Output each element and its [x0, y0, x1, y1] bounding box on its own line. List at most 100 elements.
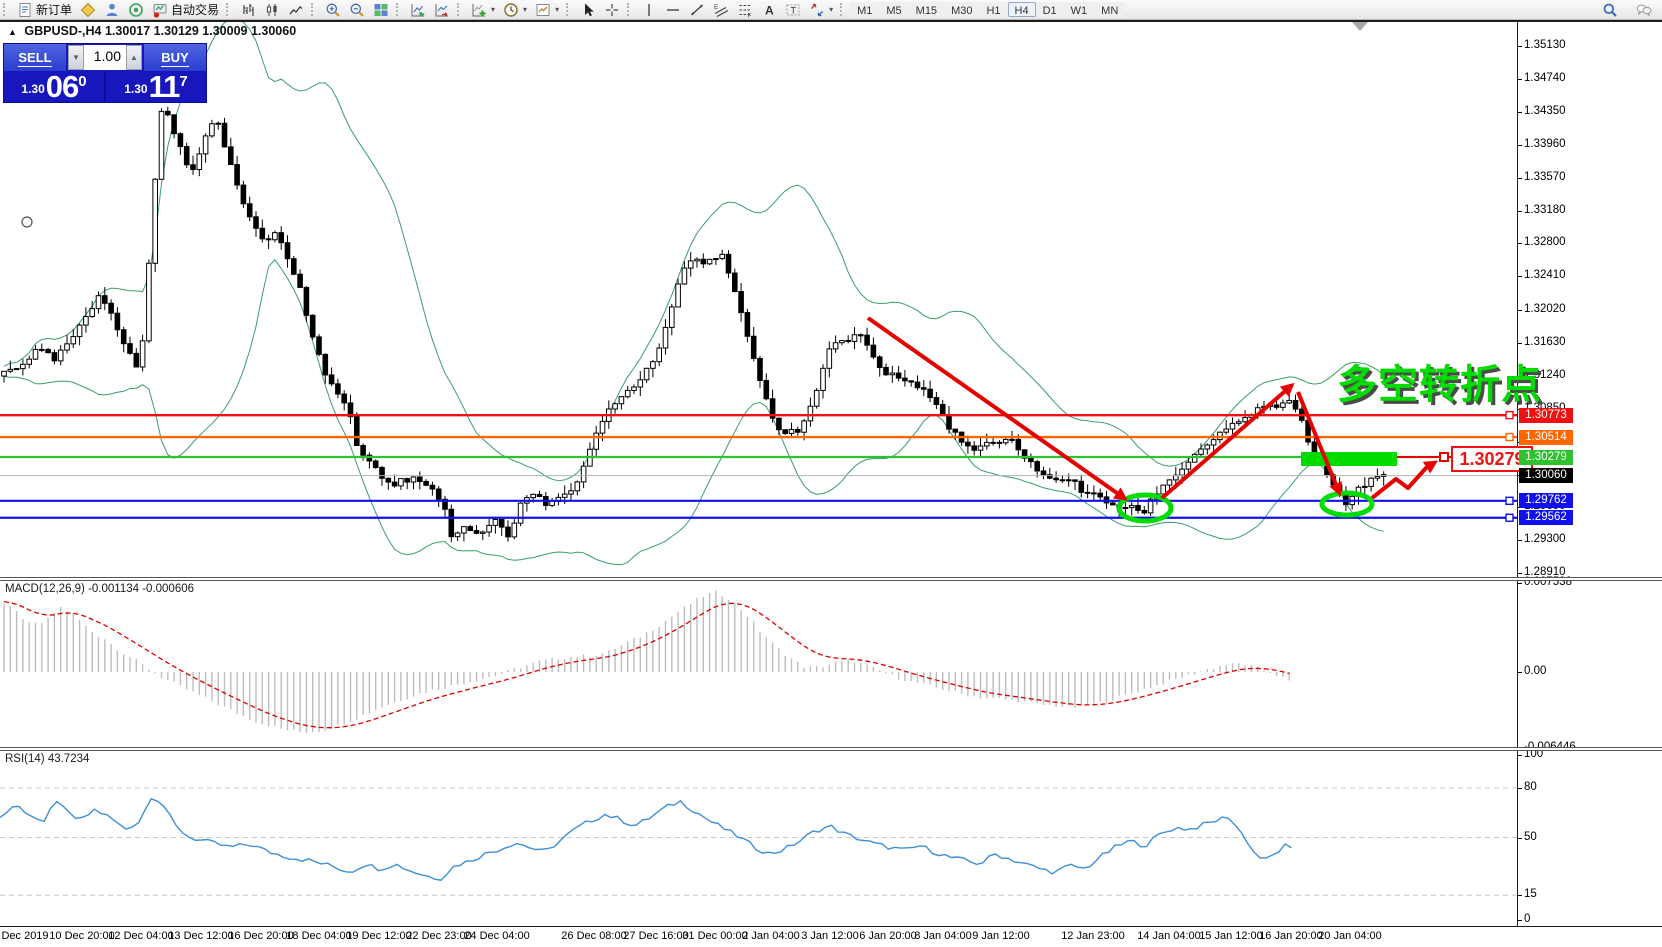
toolbar-button-horizontal-line-tool[interactable] [661, 1, 685, 18]
toolbar-button-equidistant-channel-tool[interactable]: E [709, 1, 733, 18]
toolbar-button-chat[interactable] [1632, 1, 1656, 18]
toolbar-button-zoom-in[interactable] [321, 1, 345, 18]
toolbar-button-market[interactable] [100, 1, 124, 18]
price-axis-tick-label: 1.33570 [1524, 171, 1566, 184]
hline-icon [667, 8, 680, 11]
annotation-turning-point-text: 多空转折点 [1337, 363, 1542, 407]
toolbar-button-auto-scroll[interactable] [406, 1, 430, 18]
time-axis-label: 12 Dec 04:00 [108, 930, 174, 942]
toolbar-button-crosshair-tool[interactable] [600, 1, 624, 18]
price-axis-tick [1517, 539, 1522, 541]
macd-indicator-canvas[interactable] [0, 581, 1517, 746]
toolbar-button-arrows-tool[interactable]: ▾ [805, 1, 837, 18]
time-axis-label: 20 Jan 04:00 [1318, 930, 1382, 942]
price-axis-tick [1517, 309, 1522, 311]
timeframe-button-d1[interactable]: D1 [1035, 2, 1064, 17]
buy-price-display[interactable]: 1.30 11 7 [124, 69, 188, 104]
toolbar-button-autotrading[interactable]: 自动交易 [148, 1, 223, 18]
toolbar-button-indicators-list[interactable]: ▾ [467, 1, 499, 18]
time-axis-label: 16 Jan 20:00 [1259, 930, 1323, 942]
timeframe-button-m1[interactable]: M1 [850, 2, 880, 17]
timeframe-button-w1[interactable]: W1 [1063, 2, 1095, 17]
timeframe-button-h4[interactable]: H4 [1007, 2, 1036, 17]
toolbar-button-vertical-line-tool[interactable] [637, 1, 661, 18]
toolbar-right-group [1598, 1, 1656, 18]
sell-button[interactable]: SELL [4, 44, 66, 71]
volume-stepper: ▼ 1.00 ▲ [66, 44, 144, 71]
time-axis-label: 26 Dec 08:00 [561, 930, 627, 942]
toolbar-button-line-chart-mode[interactable] [284, 1, 308, 18]
volume-input[interactable]: 1.00 [84, 45, 126, 70]
volume-increase-button[interactable]: ▲ [126, 45, 142, 70]
time-axis-label: 22 Dec 23:00 [406, 930, 472, 942]
buy-button[interactable]: BUY [144, 44, 206, 71]
toolbar-button-chart-shift[interactable] [430, 1, 454, 18]
annotation-trend-arrow [1370, 460, 1439, 500]
vline-icon [648, 3, 650, 16]
bollinger-upper-band [3, 20, 1385, 482]
toolbar-button-text-label-tool[interactable]: T [781, 1, 805, 18]
circle-object [21, 216, 33, 228]
toolbar-button-fibonacci-tool[interactable]: F [733, 1, 757, 18]
toolbar-grip [457, 3, 463, 16]
time-axis-label: 14 Jan 04:00 [1137, 930, 1201, 942]
line-anchor-node [1505, 496, 1514, 506]
toolbar-button-signals[interactable] [124, 1, 148, 18]
toolbar-button-candle-chart-mode[interactable] [260, 1, 284, 18]
timeframe-button-m5[interactable]: M5 [879, 2, 909, 17]
channel-icon: E [714, 4, 729, 17]
timeframe-button-h1[interactable]: H1 [979, 2, 1008, 17]
chartplay-icon [411, 3, 426, 17]
time-axis-label: 12 Jan 23:00 [1061, 930, 1125, 942]
toolbar-button-search[interactable] [1598, 1, 1622, 18]
timeframe-button-m15[interactable]: M15 [908, 2, 945, 17]
annotation-trend-arrow [1160, 382, 1295, 500]
price-axis-tick-label: 1.28910 [1524, 566, 1566, 578]
toolbar-button-templates-list[interactable]: ▾ [531, 1, 563, 18]
collapse-arrow-icon[interactable]: ▲ [8, 27, 17, 37]
time-axis-label: 19 Dec 12:00 [346, 930, 412, 942]
bollinger-lower-band [3, 258, 1384, 566]
toolbar-button-text-tool[interactable]: A [757, 1, 781, 18]
toolbar-button-trendline-tool[interactable] [685, 1, 709, 18]
macd-label: MACD(12,26,9) -0.001134 -0.000606 [5, 583, 195, 595]
toolbar-button-cursor-tool[interactable] [576, 1, 600, 18]
rsi-label: RSI(14) 43.7234 [5, 753, 90, 765]
toolbar-grip [3, 3, 9, 16]
annotation-trend-arrow [866, 316, 1128, 501]
time-axis-label: 8 Jan 04:00 [914, 930, 972, 942]
toolbar-button-tile-windows[interactable] [369, 1, 393, 18]
volume-decrease-button[interactable]: ▼ [68, 45, 84, 70]
pane-splitter-rsi[interactable] [0, 747, 1662, 751]
annotation-price-callout: 1.30279 [1451, 446, 1533, 472]
clock-icon [504, 2, 518, 17]
price-axis-tick [1517, 211, 1522, 213]
macd-signal-line [3, 600, 1290, 729]
toolbar-button-new-order[interactable]: 新订单 [13, 1, 76, 18]
price-axis-tick-label: 1.33180 [1524, 204, 1566, 217]
pane-splitter-macd[interactable] [0, 577, 1662, 581]
arrows-icon [811, 3, 824, 16]
toolbar-button-metaeditor[interactable] [76, 1, 100, 18]
search-icon [1603, 3, 1617, 17]
annotation-ellipse [1116, 492, 1174, 524]
price-level-flag: 1.29762 [1519, 493, 1573, 509]
timeframe-button-mn[interactable]: MN [1094, 2, 1126, 17]
price-axis-tick [1517, 276, 1522, 278]
rsi-indicator-canvas[interactable] [0, 751, 1517, 925]
price-chart-canvas[interactable] [0, 20, 1517, 578]
price-axis-tick-label: 1.29300 [1524, 532, 1566, 545]
zoomin-icon [326, 3, 340, 17]
toolbar-button-bar-chart-mode[interactable] [236, 1, 260, 18]
toolbar-button-zoom-out[interactable] [345, 1, 369, 18]
time-axis-border [0, 926, 1662, 927]
time-axis-label: 15 Jan 12:00 [1199, 930, 1263, 942]
sell-price-display[interactable]: 1.30 06 0 [4, 71, 106, 102]
rsi-axis-tick [1517, 755, 1522, 756]
toolbar-grip [311, 3, 317, 16]
timeframe-button-m30[interactable]: M30 [944, 2, 980, 17]
diamond-icon [80, 2, 96, 17]
toolbar-button-periods-list[interactable]: ▾ [499, 1, 531, 18]
chart-shift-marker [1352, 22, 1368, 31]
price-axis-tick-label: 1.32020 [1524, 302, 1566, 315]
